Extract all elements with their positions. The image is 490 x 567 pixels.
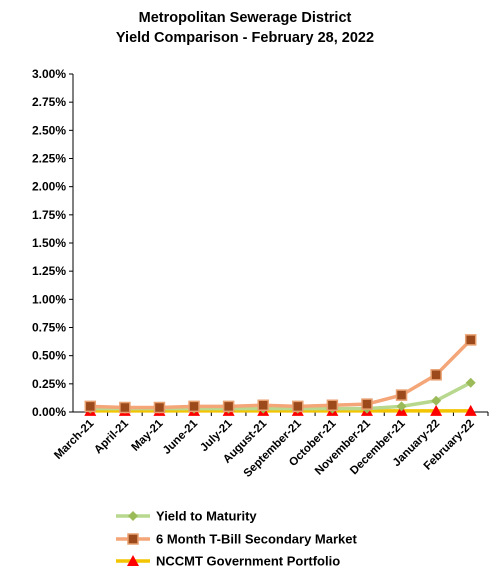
legend: Yield to Maturity 6 Month T-Bill Secondar… <box>116 509 357 567</box>
data-point-square <box>84 400 97 413</box>
y-tick-label: 0.00% <box>32 405 66 419</box>
data-point-diamond <box>431 395 442 406</box>
y-tick-label: 2.50% <box>32 123 66 137</box>
data-point-triangle <box>464 404 477 416</box>
data-point-diamond <box>465 377 476 388</box>
data-point-diamond <box>128 511 138 521</box>
y-tick-label: 3.00% <box>32 67 66 81</box>
data-point-diamond <box>396 401 407 412</box>
y-tick-label: 1.25% <box>32 264 66 278</box>
legend-label: 6 Month T-Bill Secondary Market <box>156 532 357 547</box>
y-tick-label: 1.75% <box>32 208 66 222</box>
data-point-square <box>188 400 200 413</box>
y-tick-label: 2.75% <box>32 95 66 109</box>
y-tick-label: 0.75% <box>32 321 66 335</box>
data-point-square <box>292 400 304 413</box>
y-tick-label: 1.50% <box>32 236 66 250</box>
chart-title: Metropolitan Sewerage District <box>139 10 352 26</box>
chart-subtitle: Yield Comparison - February 28, 2022 <box>116 30 374 46</box>
data-point-triangle <box>430 404 443 416</box>
data-point-square <box>257 399 269 411</box>
y-tick-label: 0.25% <box>32 377 66 391</box>
legend-label: NCCMT Government Portfolio <box>156 554 340 567</box>
y-tick-labels: 3.00% 2.75% 2.50% 2.25% 2.00% 1.75% 1.50% 1.25%… <box>32 67 73 419</box>
data-point-square <box>361 398 373 410</box>
series-line-1 <box>90 338 472 410</box>
data-point-square <box>153 401 166 414</box>
x-tick-label: April-21 <box>92 417 131 456</box>
y-tick-label: 2.25% <box>32 152 66 166</box>
x-tick-labels: March-21April-21May-21June-21July-21Augu… <box>52 412 489 480</box>
y-tick-label: 2.00% <box>32 180 66 194</box>
data-point-square <box>430 369 442 381</box>
x-tick-label: March-21 <box>52 417 97 462</box>
series-layer <box>84 334 477 416</box>
data-point-square <box>395 389 408 401</box>
data-point-square <box>326 399 339 411</box>
x-tick-label: June-21 <box>161 417 201 457</box>
legend-label: Yield to Maturity <box>156 509 257 524</box>
y-tick-label: 0.50% <box>32 349 66 363</box>
y-tick-label: 1.00% <box>32 292 66 306</box>
data-point-triangle <box>127 555 139 566</box>
data-point-square <box>119 401 131 414</box>
data-point-square <box>222 400 235 413</box>
data-point-square <box>464 334 477 346</box>
data-point-square <box>127 533 139 545</box>
